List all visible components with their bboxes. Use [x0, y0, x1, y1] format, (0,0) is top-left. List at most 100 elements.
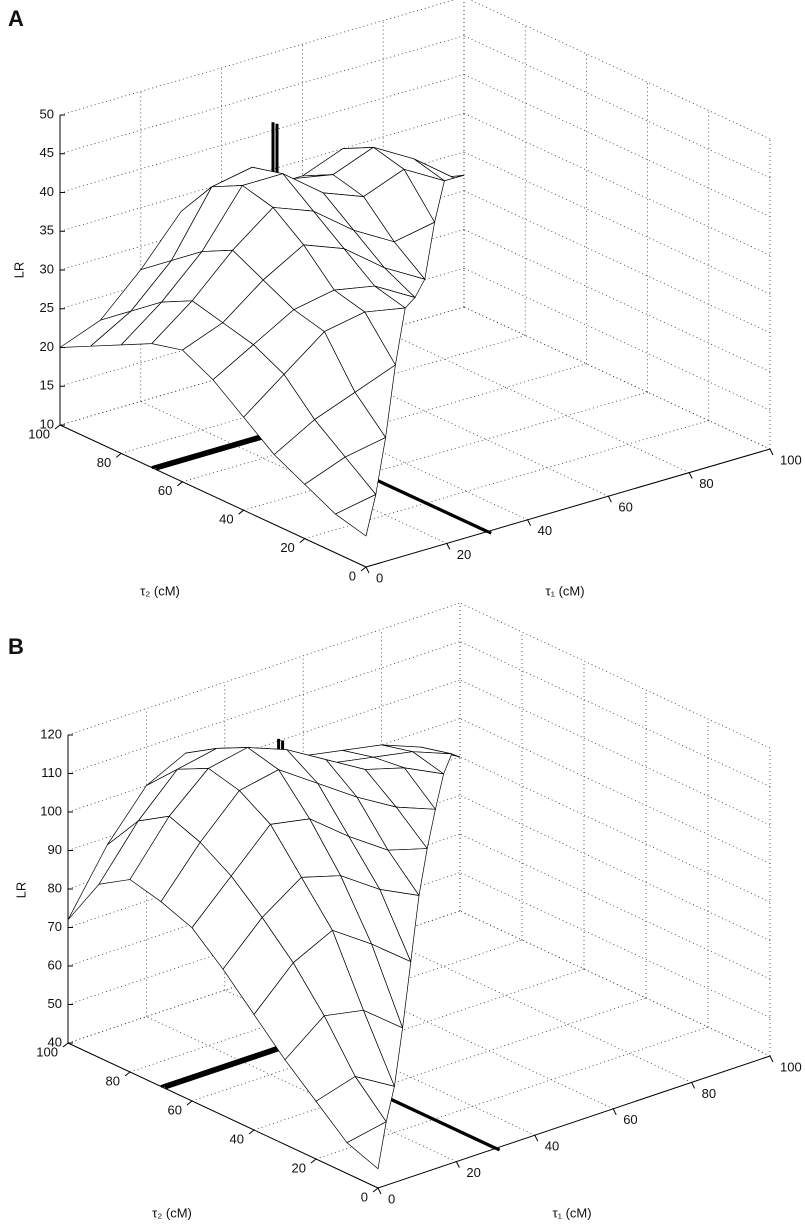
x-tick [612, 1108, 617, 1116]
grid-line [381, 937, 692, 1083]
qtl-line [164, 1047, 284, 1090]
y-axis [67, 1042, 379, 1189]
x-tick-label: 40 [538, 523, 552, 538]
x-tick-label: 100 [780, 1059, 802, 1074]
x-axis [377, 1055, 771, 1189]
z-axis-label: LR [13, 882, 28, 899]
z-tick-label: 40 [48, 1034, 62, 1049]
grid-line [469, 0, 771, 140]
qtl-line [160, 1045, 280, 1088]
z-tick-label: 70 [48, 919, 62, 934]
y-tick [54, 424, 61, 430]
x-tick [377, 1187, 382, 1195]
x-tick [607, 495, 612, 503]
y-tick-label: 100 [28, 426, 50, 441]
y-tick-label: 40 [219, 512, 233, 527]
x-tick [769, 448, 774, 456]
y-tick-label: 80 [97, 455, 111, 470]
y-tick [372, 1187, 379, 1193]
z-tick-label: 50 [48, 996, 62, 1011]
x-tick [688, 472, 693, 479]
grid-line [459, 910, 771, 1057]
z-tick-label: 80 [48, 880, 62, 895]
panel-label: A [8, 6, 24, 31]
x-tick-label: 80 [699, 476, 713, 491]
grid-line [129, 939, 523, 1073]
y-tick [186, 1100, 193, 1106]
x-tick-label: 40 [545, 1139, 559, 1154]
grid-line [463, 112, 771, 256]
y-tick-label: 60 [168, 1102, 182, 1117]
y-tick [62, 1042, 69, 1048]
grid-line [463, 74, 771, 217]
x-tick-label: 0 [376, 570, 383, 585]
z-axis-label: LR [11, 262, 26, 279]
grid-line [302, 353, 609, 497]
grid-line [459, 641, 771, 787]
surface-patch [346, 1121, 387, 1170]
y-tick-label: 20 [280, 540, 294, 555]
grid-line [459, 602, 771, 749]
surface-patch [335, 494, 377, 537]
x-tick-label: 80 [702, 1086, 716, 1101]
grid-line [463, 267, 771, 411]
grid-line [191, 968, 585, 1102]
z-tick-label: 60 [48, 957, 62, 972]
grid-line [459, 679, 771, 826]
grid-line [459, 718, 771, 864]
z-tick-label: 50 [40, 106, 54, 121]
z-tick-label: 100 [40, 803, 62, 818]
grid-line [67, 602, 461, 736]
grid-line [463, 306, 771, 450]
y-tick-label: 20 [292, 1160, 306, 1175]
y-tick-label: 40 [230, 1131, 244, 1146]
y-tick-label: 60 [158, 483, 172, 498]
grid-line [463, 35, 771, 179]
z-tick-label: 30 [40, 261, 54, 276]
z-tick-label: 40 [40, 184, 54, 199]
y-tick-label: 0 [349, 568, 356, 583]
x-tick [534, 1134, 539, 1142]
y-tick-label: 80 [106, 1073, 120, 1088]
y-tick [177, 481, 183, 487]
grid-line [459, 756, 771, 903]
x-tick [446, 543, 451, 550]
x-tick [691, 1082, 696, 1089]
z-tick-label: 10 [40, 416, 54, 431]
x-tick-label: 60 [618, 500, 632, 515]
x-axis [365, 448, 771, 568]
y-tick [248, 1129, 255, 1135]
grid-line [459, 795, 771, 941]
qtl-line [155, 432, 278, 471]
y-tick [299, 538, 306, 543]
y-tick [360, 566, 367, 572]
y-tick [124, 1071, 131, 1077]
x-tick [527, 519, 532, 527]
x-tick [769, 1055, 774, 1063]
grid-line [459, 910, 771, 1057]
grid-line [383, 330, 690, 473]
x-tick-label: 100 [780, 452, 802, 467]
y-tick [310, 1158, 317, 1164]
surface-panel: A020406080100020406080100101520253035404… [8, 0, 802, 598]
z-tick-label: 110 [41, 765, 62, 780]
grid-line [67, 679, 461, 813]
grid-line [463, 229, 771, 372]
grid-line [59, 0, 456, 116]
z-tick-label: 35 [40, 223, 54, 238]
y-tick [238, 509, 244, 515]
y-tick-label: 0 [361, 1189, 368, 1204]
x-tick [455, 1161, 460, 1168]
y-axis-label: τ₂ (cM) [140, 583, 180, 598]
y-tick [115, 453, 122, 458]
grid-line [459, 833, 771, 980]
grid-line [253, 997, 647, 1131]
x-tick-label: 20 [457, 547, 471, 562]
grid-line [67, 641, 461, 774]
z-tick-label: 120 [40, 726, 62, 741]
grid-line [463, 190, 771, 334]
z-tick-label: 90 [48, 842, 62, 857]
z-tick-label: 45 [40, 145, 54, 160]
qtl-line [151, 430, 274, 470]
